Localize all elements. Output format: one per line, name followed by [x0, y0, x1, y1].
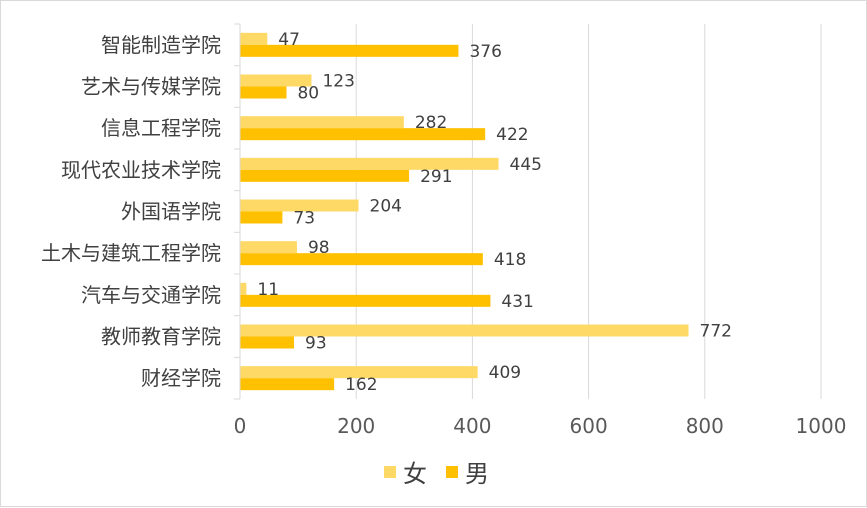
- x-tick-label: 800: [686, 414, 724, 438]
- data-label: 93: [305, 334, 327, 354]
- data-label: 422: [496, 125, 528, 145]
- bar-female: [240, 366, 478, 379]
- bars: [240, 32, 689, 391]
- category-label: 艺术与传媒学院: [81, 75, 221, 99]
- bar-female: [240, 157, 499, 170]
- legend: 女男: [384, 460, 489, 488]
- bar-female: [240, 324, 689, 337]
- bar-male: [240, 44, 459, 57]
- x-tick-label: 600: [570, 414, 608, 438]
- data-label: 418: [494, 250, 526, 270]
- bar-female: [240, 32, 268, 45]
- data-label: 376: [469, 42, 501, 62]
- category-label: 现代农业技术学院: [61, 158, 221, 182]
- bar-male: [240, 336, 295, 349]
- bar-female: [240, 199, 359, 212]
- axes: [234, 23, 241, 400]
- data-label: 80: [297, 84, 319, 104]
- category-label: 财经学院: [141, 366, 221, 390]
- gridlines: [355, 24, 822, 399]
- legend-swatch: [446, 466, 458, 478]
- category-label: 教师教育学院: [101, 325, 221, 349]
- data-label: 431: [501, 292, 533, 312]
- bar-male: [240, 253, 483, 266]
- data-label: 204: [370, 197, 402, 217]
- category-label: 外国语学院: [121, 200, 221, 224]
- data-label: 47: [278, 30, 300, 50]
- data-label: 445: [510, 155, 542, 175]
- bar-male: [240, 128, 486, 141]
- category-label: 汽车与交通学院: [81, 283, 221, 307]
- bar-male: [240, 294, 491, 307]
- bar-female: [240, 74, 312, 87]
- x-tick-label: 400: [453, 414, 491, 438]
- bar-female: [240, 282, 247, 295]
- data-label: 409: [489, 363, 521, 383]
- legend-label: 男: [465, 460, 489, 488]
- bar-male: [240, 378, 335, 391]
- data-label: 772: [700, 322, 732, 342]
- category-label: 智能制造学院: [101, 33, 221, 57]
- bar-male: [240, 211, 283, 224]
- bar-male: [240, 86, 287, 99]
- bar-male: [240, 169, 410, 182]
- legend-label: 女: [403, 460, 427, 488]
- category-label: 土木与建筑工程学院: [41, 241, 221, 265]
- bar-female: [240, 241, 297, 254]
- data-label: 123: [322, 72, 354, 92]
- labels: 0 200 400 600 800 1000 智能制造学院 47 376 艺术与传媒学院 12380…: [41, 30, 846, 438]
- data-label: 282: [415, 113, 447, 133]
- x-tick-label: 200: [337, 414, 375, 438]
- x-tick-label: 1000: [796, 414, 847, 438]
- bar-female: [240, 116, 404, 129]
- legend-swatch: [384, 466, 396, 478]
- x-tick-label: 0: [234, 414, 247, 438]
- data-label: 162: [345, 375, 377, 395]
- category-label: 信息工程学院: [101, 116, 221, 140]
- data-label: 73: [293, 209, 315, 229]
- data-label: 11: [257, 280, 279, 300]
- data-label: 291: [420, 167, 452, 187]
- data-label: 98: [308, 238, 330, 258]
